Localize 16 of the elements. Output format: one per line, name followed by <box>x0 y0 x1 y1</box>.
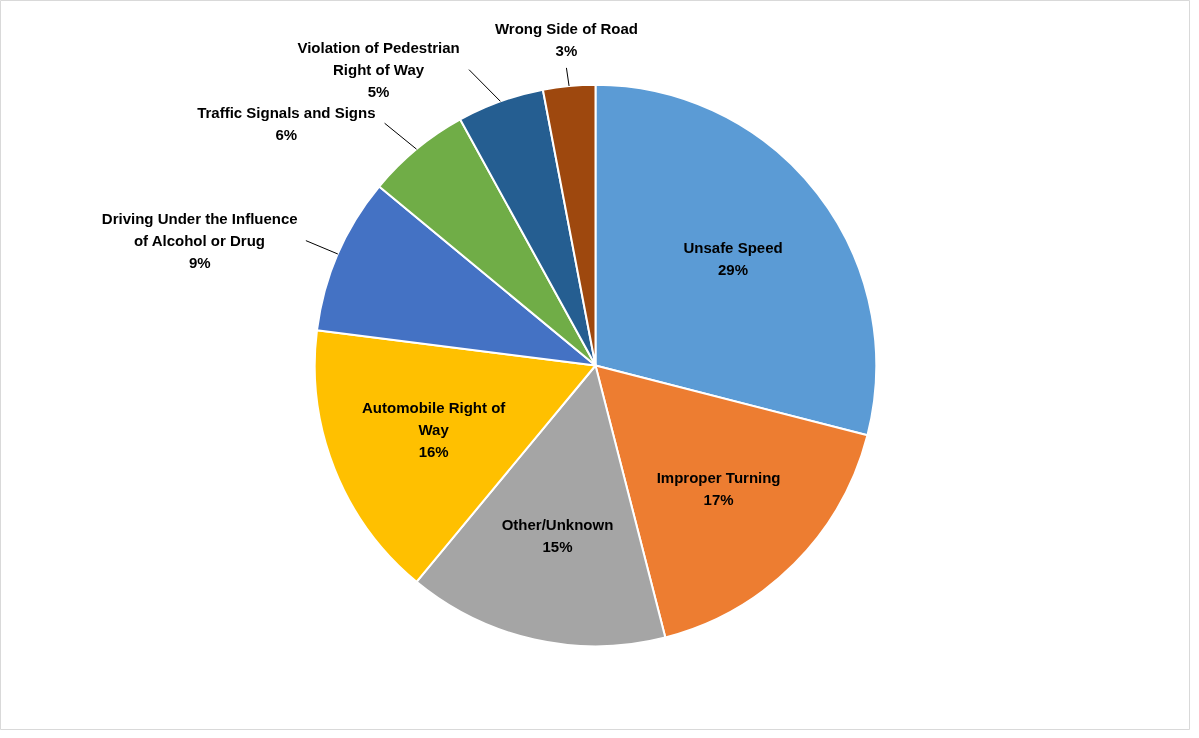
data-label: 29% <box>718 261 749 279</box>
data-label: 6% <box>275 125 298 143</box>
slice-label: Wrong Side of Road <box>494 20 638 38</box>
data-label: 3% <box>555 42 578 60</box>
slice-label: Other/Unknown <box>501 515 614 533</box>
data-label: 15% <box>542 537 573 555</box>
slice-label: Driving Under the Influence of Alcohol or Drug <box>101 210 298 250</box>
slice-label: Unsafe Speed <box>683 239 783 257</box>
data-label: 5% <box>367 83 390 101</box>
slice-label: Traffic Signals and Signs <box>197 103 376 121</box>
data-label: 17% <box>703 491 734 509</box>
data-label: 16% <box>418 443 449 461</box>
data-label: 9% <box>188 254 211 272</box>
slice-label: Violation of Pedestrian Right of Way <box>297 39 460 79</box>
slice-label: Improper Turning <box>656 469 781 487</box>
slice-label: Automobile Right of Way <box>361 398 507 439</box>
